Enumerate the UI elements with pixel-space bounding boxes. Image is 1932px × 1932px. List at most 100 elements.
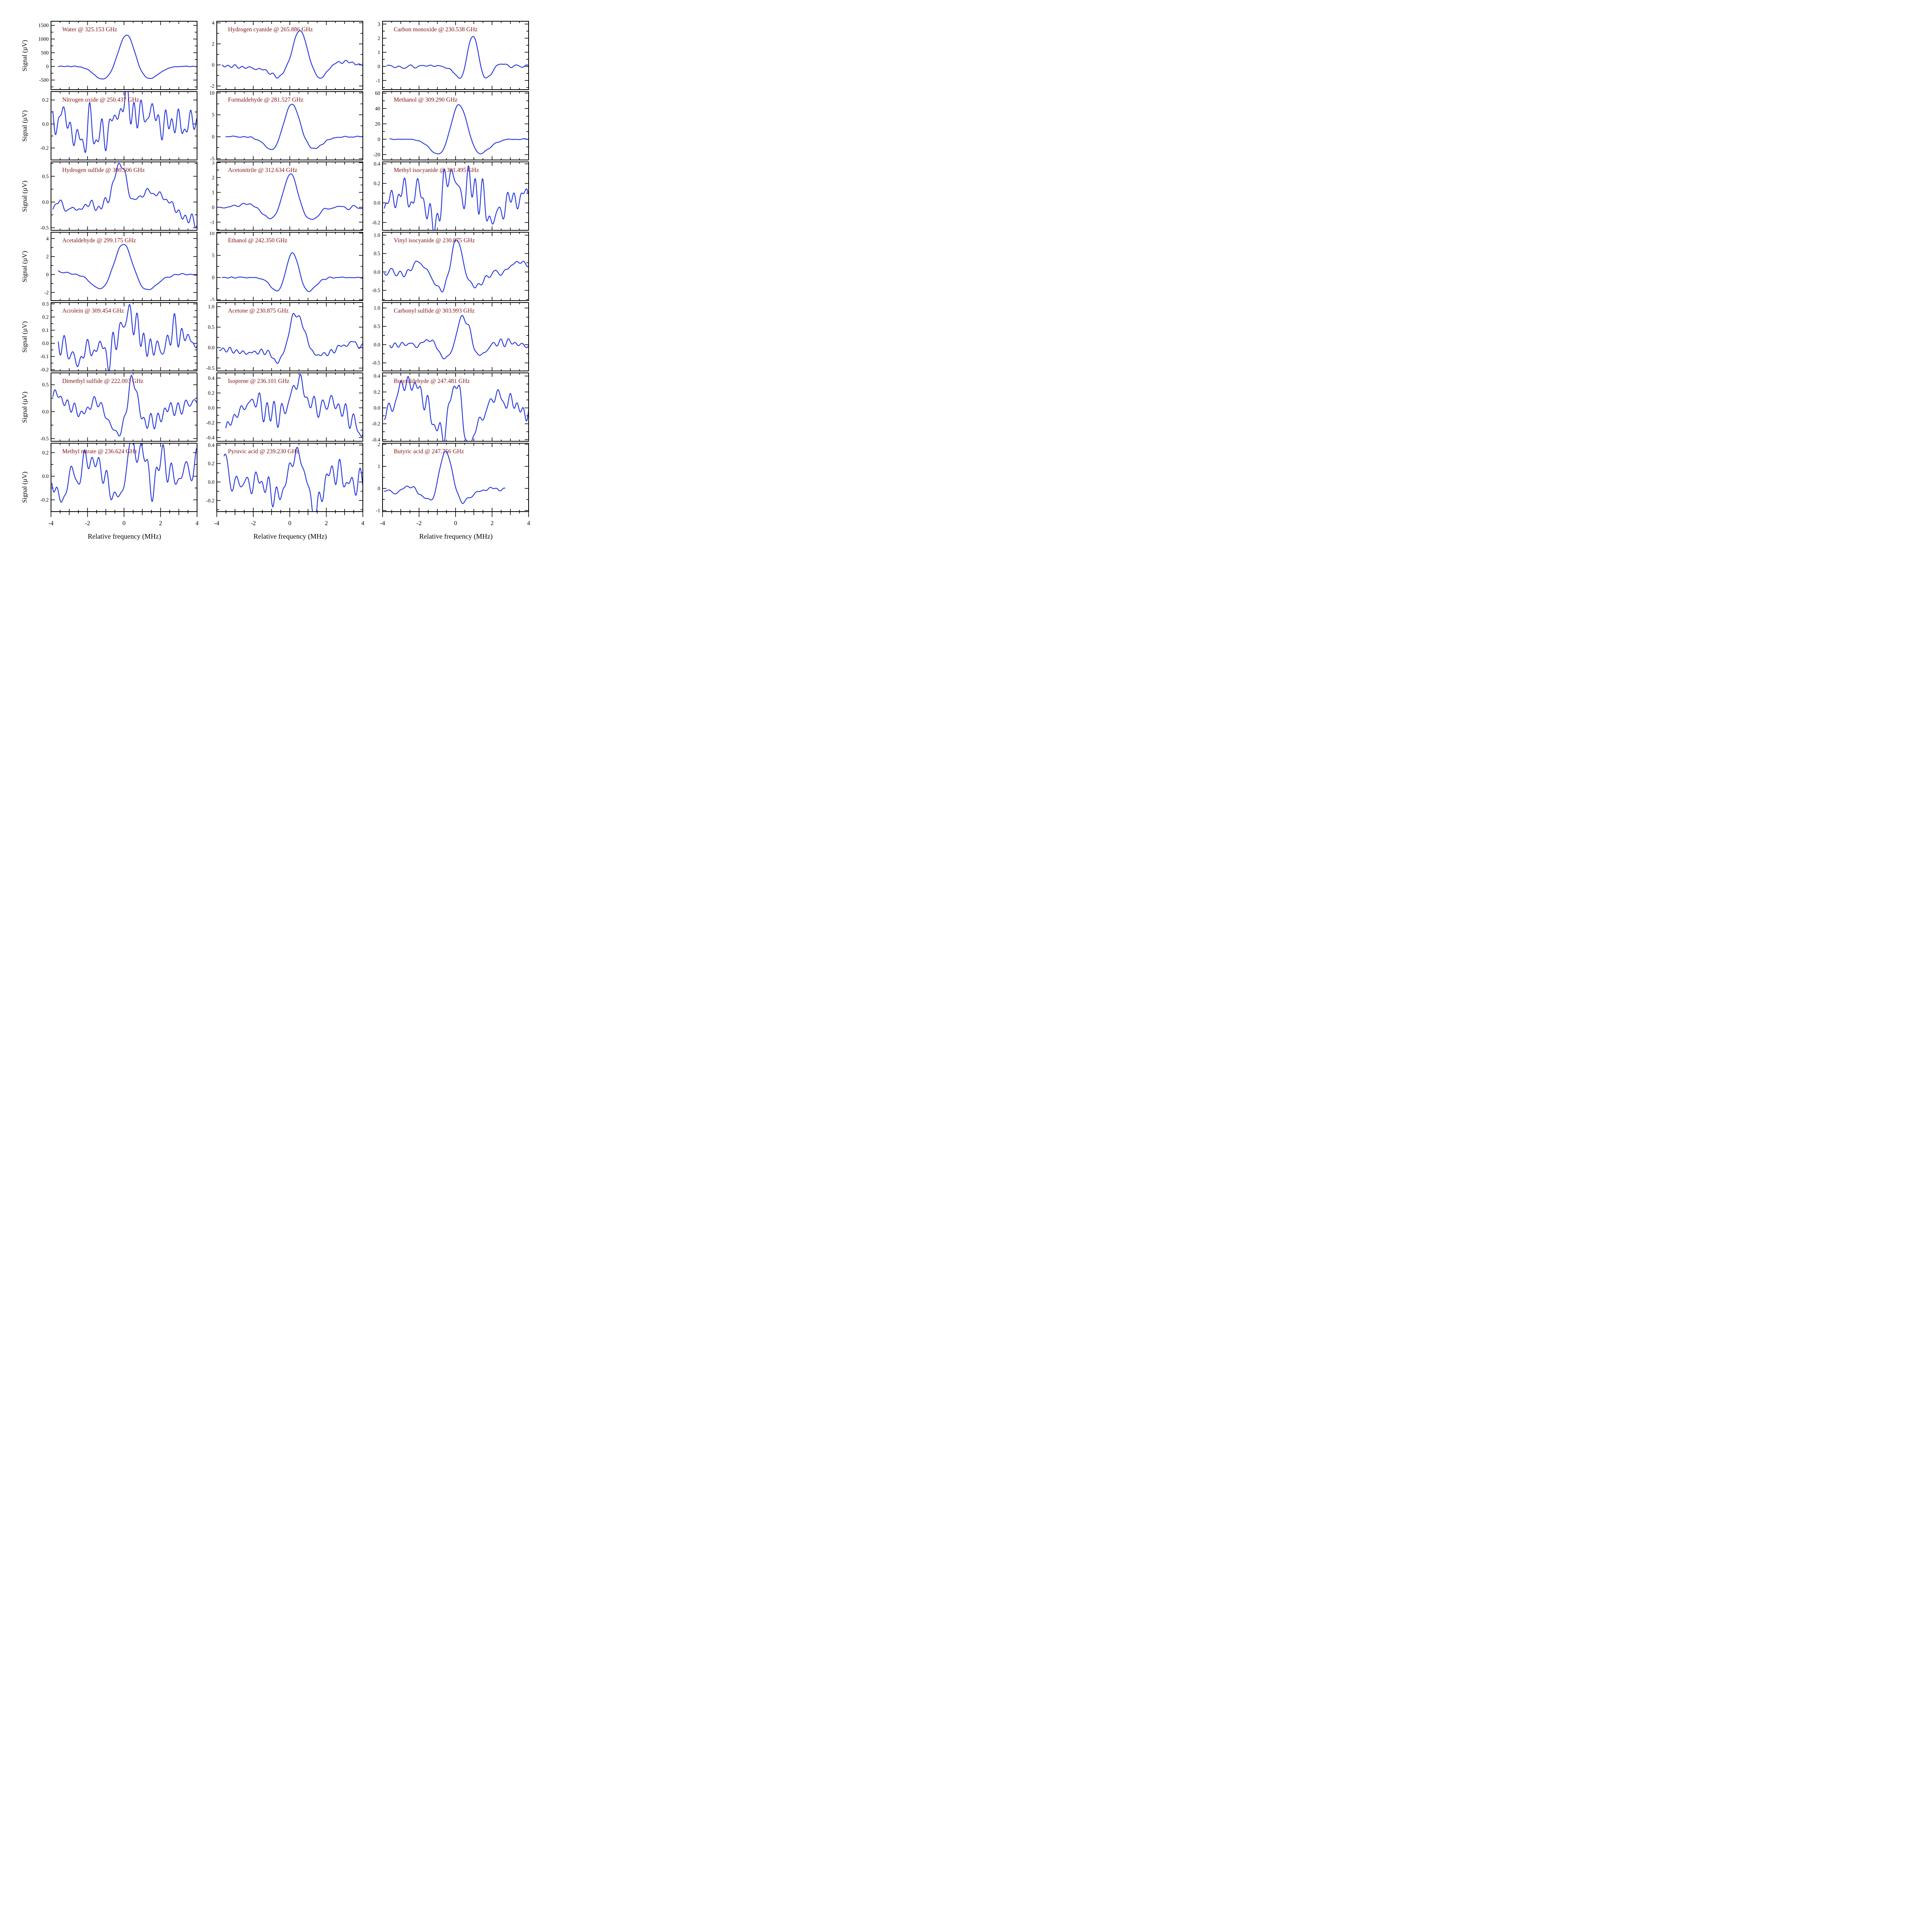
- spectrum-trace: [384, 451, 505, 504]
- y-tick-label: -0.5: [372, 360, 381, 366]
- spectrum-panel: 2 1 0 -1 -4 -2 0 2 4 Butyric acid @ 247.756 GHz: [367, 443, 530, 532]
- y-tick-labels: 3 2 1 0 -1: [210, 162, 215, 225]
- spectrum-plot: 0.4 0.2 0.0 -0.2 -0.4 Butyraldehyde @ 247.481…: [372, 372, 529, 442]
- plot-frame: [382, 372, 529, 442]
- x-tick-label: 2: [491, 520, 494, 527]
- y-tick-label: 1: [378, 49, 380, 55]
- y-tick-labels: 3 2 1 0 -1: [376, 21, 381, 83]
- spectrum-plot: 0.2 0.0 -0.2 -4 -2 0 2 4 Methyl nitrate @ 236.62…: [41, 443, 198, 527]
- y-tick-label: -0.5: [206, 365, 215, 371]
- spectrum-trace: [384, 239, 528, 293]
- x-tick-labels: -4 -2 0 2 4: [380, 520, 530, 527]
- y-tick-label: 0.2: [42, 450, 49, 456]
- panel-title: Carbonyl sulfide @ 303.993 GHz: [394, 308, 474, 314]
- spectrum-trace: [389, 315, 528, 359]
- y-tick-label: 1: [378, 463, 380, 469]
- plot-frame: [51, 232, 197, 301]
- x-axis-label: Relative frequency (MHz): [253, 532, 327, 540]
- y-tick-label: -0.2: [41, 497, 49, 503]
- axis-ticks: [216, 162, 363, 230]
- axis-ticks: [51, 22, 197, 89]
- figure-row-5: Signal (µV) 0.3 0.2 0.1 0.0 -0.1 -0.2 Acrolein…: [17, 302, 572, 371]
- spectrum-plot: 3 2 1 0 -1 Acetonitrile @ 312.634 GHz: [210, 162, 363, 231]
- y-axis-label: Signal (µV): [21, 250, 28, 282]
- spectrum-panel: 1.0 0.5 0.0 -0.5 Carbonyl sulfide @ 303.993 …: [367, 302, 530, 371]
- spectrum-plot: 0.4 0.2 0.0 -0.2 Methyl isocyanide @ 301.495…: [372, 162, 529, 231]
- y-tick-label: 10: [209, 232, 215, 236]
- spectrum-plot: 4 2 0 -2 Acetaldehyde @ 299.175 GHz: [44, 232, 197, 301]
- y-tick-label: 3: [212, 162, 214, 165]
- x-tick-label: 0: [122, 520, 126, 527]
- plot-frame: [216, 232, 363, 301]
- y-tick-label: 0: [378, 63, 380, 69]
- y-tick-label: -0.4: [372, 437, 381, 442]
- x-tick-label: 4: [527, 520, 530, 527]
- y-tick-label: -0.2: [41, 367, 49, 371]
- x-tick-label: 0: [454, 520, 457, 527]
- y-tick-label: 2: [46, 253, 49, 259]
- spectrum-trace: [58, 244, 197, 290]
- spectrum-panel: 10 5 0 -5 Ethanol @ 242.350 GHz: [202, 232, 364, 301]
- plot-frame: [216, 162, 363, 231]
- y-tick-labels: 10 5 0 -5: [209, 91, 215, 160]
- plot-frame: [382, 232, 529, 301]
- spectrum-panel: 0.4 0.2 0.0 -0.2 Methyl isocyanide @ 301.495…: [367, 162, 530, 231]
- y-tick-label: 0.0: [208, 405, 214, 411]
- plot-frame: [382, 91, 529, 160]
- spectrum-trace: [222, 30, 362, 79]
- y-tick-label: 0.0: [208, 345, 214, 350]
- spectrum-trace: [58, 34, 197, 80]
- y-tick-label: 4: [212, 21, 214, 26]
- plot-frame: [382, 443, 529, 512]
- spectrum-trace: [51, 444, 197, 503]
- spectrum-plot: 2 1 0 -1-4 -2 0 2 4 Butyric acid @ 247.756 GHz: [376, 443, 530, 527]
- y-tick-label: 0.3: [42, 302, 49, 307]
- y-tick-label: -5: [210, 297, 214, 301]
- x-axis-label: Relative frequency (MHz): [88, 532, 161, 540]
- plot-frame: [216, 372, 363, 442]
- plot-frame: [51, 372, 197, 442]
- y-tick-label: 0: [212, 204, 214, 210]
- y-tick-label: -0.2: [372, 219, 380, 225]
- spectrum-panel: 1.0 0.5 0.0 -0.5 Acetone @ 230.875 GHz: [202, 302, 364, 371]
- y-tick-labels: 1500 1000 500 0 -500: [38, 22, 49, 83]
- y-tick-label: 60: [375, 91, 381, 96]
- y-axis-label: Signal (µV): [21, 471, 28, 503]
- spectrum-panel: 3 2 1 0 -1 Carbon monoxide @ 230.538 GHz: [367, 21, 530, 90]
- spectrum-plot: 0.4 0.2 0.0 -0.2 -0.4 Isoprene @ 236.101 GHz: [206, 372, 363, 442]
- y-tick-labels: 1.0 0.5 0.0 -0.5: [206, 304, 215, 371]
- spectrum-plot: 1500 1000 500 0 -500 Water @ 325.153 GHz: [38, 21, 197, 90]
- y-tick-label: 0.2: [42, 314, 49, 320]
- y-tick-label: -0.2: [206, 498, 214, 503]
- y-tick-label: -500: [39, 77, 49, 83]
- spectrum-trace: [52, 163, 197, 228]
- panel-title: Formaldehyde @ 281.527 GHz: [228, 97, 303, 103]
- y-tick-label: 40: [375, 105, 381, 111]
- y-tick-label: 0.1: [42, 327, 49, 333]
- spectrum-plot: 10 5 0 -5 Formaldehyde @ 281.527 GHz: [209, 91, 363, 160]
- y-tick-label: 1: [212, 189, 214, 195]
- y-tick-label: 1.0: [374, 232, 380, 238]
- x-tick-label: 2: [159, 520, 162, 527]
- y-tick-label: 0.4: [374, 373, 380, 379]
- y-tick-label: 0.5: [374, 323, 380, 329]
- panel-title: Acetonitrile @ 312.634 GHz: [228, 167, 298, 173]
- panel-title: Methanol @ 309.290 GHz: [394, 97, 457, 103]
- y-tick-label: 4: [46, 236, 49, 242]
- y-tick-label: 2: [378, 443, 380, 447]
- spectrum-plot: 1.0 0.5 0.0 -0.5 Carbonyl sulfide @ 303.993 …: [372, 302, 529, 371]
- y-tick-label: 0.5: [374, 251, 380, 257]
- y-tick-label: -0.5: [41, 225, 49, 231]
- y-axis-label: Signal (µV): [21, 180, 28, 212]
- y-tick-label: 3: [378, 21, 380, 27]
- spectrum-plot: 0.4 0.2 0.0 -0.2 -4 -2 0 2 4 Pyruvic acid @ 239.2…: [206, 443, 364, 527]
- panel-title: Pyruvic acid @ 239.230 GHz: [228, 448, 299, 455]
- spectrum-plot: 0.2 0.0 -0.2 Nitrogen oxide @ 250.437 GHz: [41, 91, 197, 160]
- y-tick-label: 0.2: [374, 180, 380, 186]
- spectrum-plot: 4 2 0 -2 Hydrogen cyanide @ 265.886 GHz: [210, 21, 363, 90]
- y-tick-label: 0.2: [374, 389, 380, 395]
- plot-frame: [382, 302, 529, 371]
- plot-frame: [216, 91, 363, 160]
- y-tick-label: -0.2: [206, 420, 214, 425]
- y-tick-label: -0.2: [372, 421, 380, 427]
